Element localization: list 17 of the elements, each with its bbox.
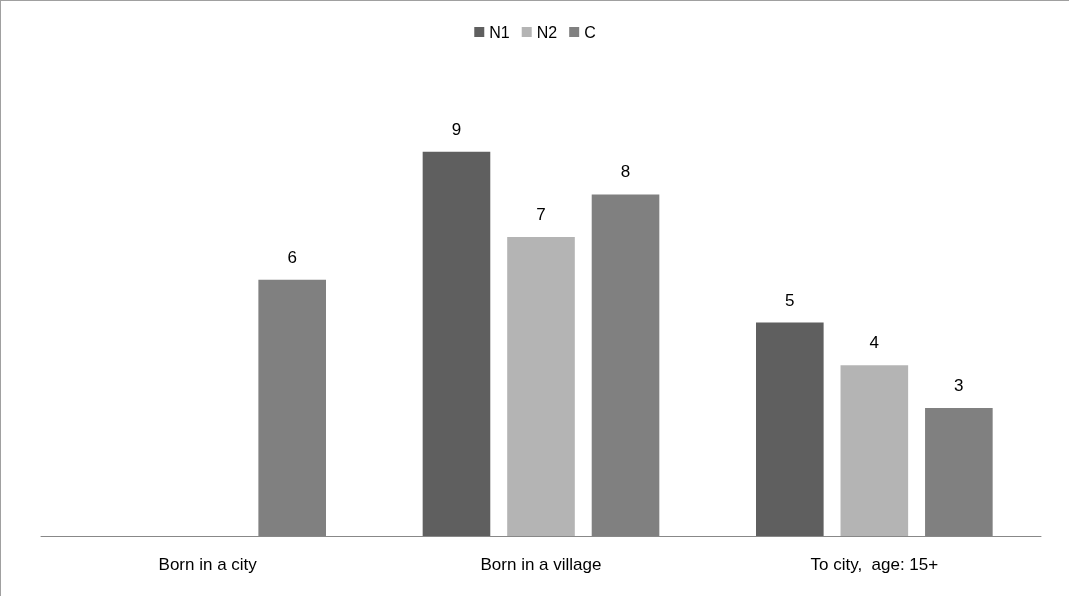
x-tick-label: To city, age: 15+ [810, 555, 939, 574]
bar [840, 365, 909, 536]
legend-label: N1 [489, 23, 510, 41]
data-label: 9 [451, 119, 462, 139]
bar [507, 237, 575, 536]
x-tick-label: Born in a city [158, 555, 258, 574]
legend-label: N2 [536, 23, 558, 41]
data-label: 4 [869, 333, 880, 353]
bar [422, 151, 491, 536]
legend-label: C [584, 23, 596, 41]
data-label: 7 [536, 205, 546, 225]
bar [756, 322, 824, 536]
data-label: 3 [954, 375, 964, 395]
x-tick-label: Born in a village [480, 555, 602, 574]
data-label: 6 [287, 247, 297, 267]
data-label: 5 [785, 290, 795, 310]
data-label: 8 [620, 162, 631, 182]
